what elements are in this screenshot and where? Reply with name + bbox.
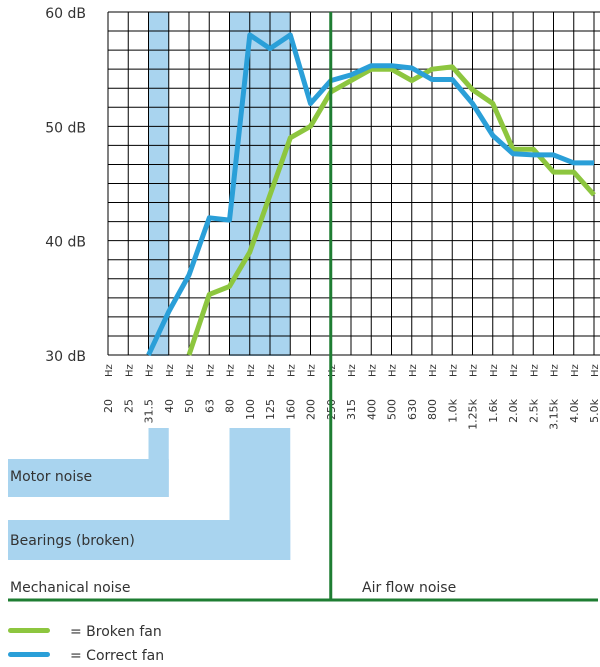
x-tick-label: 125	[264, 399, 277, 420]
mechanical-noise-label: Mechanical noise	[10, 580, 131, 596]
bearings-noise-box	[8, 520, 291, 560]
x-tick-unit: Hz	[226, 364, 237, 377]
x-tick-unit: Hz	[347, 364, 358, 377]
x-tick-label: 40	[163, 399, 176, 413]
x-tick-label: 100	[244, 399, 257, 420]
x-tick-unit: Hz	[529, 364, 540, 377]
x-tick-unit: Hz	[428, 364, 439, 377]
x-tick-label: 160	[284, 399, 297, 420]
bearings-noise-label: Bearings (broken)	[10, 533, 135, 549]
x-tick-unit: Hz	[408, 364, 419, 377]
x-tick-unit: Hz	[367, 364, 378, 377]
x-tick-label: 200	[305, 399, 318, 420]
x-tick-unit: Hz	[266, 364, 277, 377]
x-tick-unit: Hz	[246, 364, 257, 377]
x-tick-label: 31.5	[143, 399, 156, 424]
x-tick-label: 4.0k	[568, 398, 581, 422]
x-tick-label: 80	[224, 399, 237, 413]
x-tick-label: 2.0k	[507, 398, 520, 422]
x-tick-unit: Hz	[590, 364, 600, 377]
x-tick-label: 1.0k	[446, 398, 459, 422]
y-tick-label: 40 dB	[45, 235, 86, 251]
x-tick-unit: Hz	[185, 364, 196, 377]
correct-fan-line	[146, 32, 594, 357]
x-tick-label: 500	[386, 399, 399, 420]
x-tick-label: 3.15k	[548, 398, 561, 429]
x-tick-unit: Hz	[124, 364, 135, 377]
y-tick-label: 60 dB	[45, 6, 86, 22]
x-tick-label: 800	[426, 399, 439, 420]
x-tick-unit: Hz	[570, 364, 581, 377]
x-tick-unit: Hz	[286, 364, 297, 377]
x-tick-unit: Hz	[165, 364, 176, 377]
x-tick-unit: Hz	[469, 364, 480, 377]
x-tick-unit: Hz	[388, 364, 399, 377]
x-tick-label: 1.6k	[487, 398, 500, 422]
tick-label-background	[106, 356, 600, 428]
bearings-noise-band	[229, 12, 291, 560]
broken-fan-line	[186, 64, 596, 356]
correct-fan-legend-label: = Correct fan	[70, 648, 165, 664]
x-tick-unit: Hz	[205, 364, 216, 377]
x-tick-unit: Hz	[550, 364, 561, 377]
correct-fan-swatch	[8, 652, 50, 657]
motor-noise-label: Motor noise	[10, 469, 93, 485]
x-tick-unit: Hz	[509, 364, 520, 377]
x-tick-unit: Hz	[104, 364, 115, 377]
broken-fan-legend-label: = Broken fan	[70, 624, 162, 640]
air-flow-noise-label: Air flow noise	[362, 580, 457, 596]
x-tick-label: 400	[365, 399, 378, 420]
x-tick-unit: Hz	[145, 364, 156, 377]
y-tick-label: 50 dB	[45, 120, 86, 136]
x-tick-unit: Hz	[489, 364, 500, 377]
x-tick-label: 25	[122, 399, 135, 413]
y-tick-label: 30 dB	[45, 349, 86, 365]
motor-noise-box	[8, 459, 169, 497]
x-tick-label: 2.5k	[527, 398, 540, 422]
x-tick-label: 63	[203, 399, 216, 413]
x-tick-unit: Hz	[448, 364, 459, 377]
x-tick-label: 20	[102, 399, 115, 413]
x-tick-unit: Hz	[307, 364, 318, 377]
x-tick-label: 630	[406, 399, 419, 420]
x-tick-label: 1.25k	[467, 398, 480, 429]
x-tick-label: 50	[183, 399, 196, 413]
broken-fan-swatch	[8, 628, 50, 633]
x-tick-label: 315	[345, 399, 358, 420]
x-tick-label: 5.0k	[588, 398, 600, 422]
